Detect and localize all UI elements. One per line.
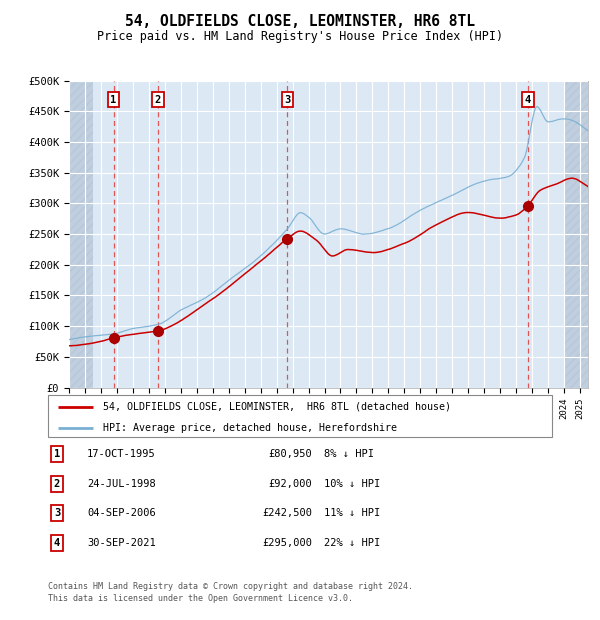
Text: 54, OLDFIELDS CLOSE, LEOMINSTER,  HR6 8TL (detached house): 54, OLDFIELDS CLOSE, LEOMINSTER, HR6 8TL… [103,402,451,412]
Text: 24-JUL-1998: 24-JUL-1998 [87,479,156,489]
Text: 54, OLDFIELDS CLOSE, LEOMINSTER, HR6 8TL: 54, OLDFIELDS CLOSE, LEOMINSTER, HR6 8TL [125,14,475,29]
Text: 1: 1 [54,449,60,459]
Text: 2: 2 [54,479,60,489]
Text: 2: 2 [155,95,161,105]
Text: 8% ↓ HPI: 8% ↓ HPI [324,449,374,459]
Text: 3: 3 [54,508,60,518]
Text: This data is licensed under the Open Government Licence v3.0.: This data is licensed under the Open Gov… [48,594,353,603]
Text: £295,000: £295,000 [262,538,312,548]
Text: 4: 4 [54,538,60,548]
Text: 04-SEP-2006: 04-SEP-2006 [87,508,156,518]
Text: 1: 1 [110,95,116,105]
Text: £242,500: £242,500 [262,508,312,518]
Text: £92,000: £92,000 [268,479,312,489]
Text: 11% ↓ HPI: 11% ↓ HPI [324,508,380,518]
Text: HPI: Average price, detached house, Herefordshire: HPI: Average price, detached house, Here… [103,423,397,433]
Text: 17-OCT-1995: 17-OCT-1995 [87,449,156,459]
Text: £80,950: £80,950 [268,449,312,459]
Bar [69,81,93,388]
Text: 4: 4 [525,95,531,105]
Text: 3: 3 [284,95,290,105]
Text: 30-SEP-2021: 30-SEP-2021 [87,538,156,548]
Text: Price paid vs. HM Land Registry's House Price Index (HPI): Price paid vs. HM Land Registry's House … [97,30,503,43]
Bar [564,81,588,388]
Text: 22% ↓ HPI: 22% ↓ HPI [324,538,380,548]
Text: 10% ↓ HPI: 10% ↓ HPI [324,479,380,489]
Text: Contains HM Land Registry data © Crown copyright and database right 2024.: Contains HM Land Registry data © Crown c… [48,582,413,591]
